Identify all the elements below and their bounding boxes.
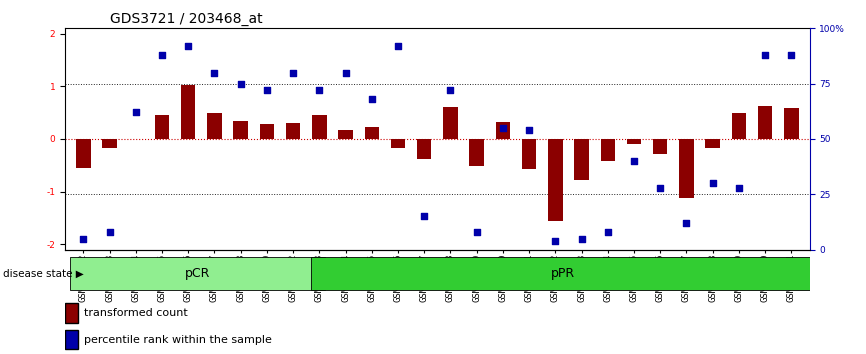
Text: pCR: pCR <box>184 267 210 280</box>
Bar <box>495 121 510 139</box>
Point <box>732 185 746 190</box>
Bar <box>391 139 405 148</box>
Point <box>417 213 431 219</box>
Point <box>627 158 641 164</box>
Bar <box>706 139 720 148</box>
Bar <box>286 123 301 139</box>
Point <box>496 125 510 131</box>
FancyBboxPatch shape <box>65 330 78 349</box>
Bar <box>76 139 91 168</box>
Point <box>548 238 562 244</box>
Text: disease state ▶: disease state ▶ <box>3 269 83 279</box>
FancyBboxPatch shape <box>65 303 78 323</box>
Point <box>680 220 694 226</box>
Bar <box>443 107 457 139</box>
Bar <box>207 113 222 139</box>
Point <box>260 87 274 93</box>
FancyBboxPatch shape <box>70 257 325 290</box>
Point <box>601 229 615 235</box>
Bar <box>627 139 641 144</box>
Text: GDS3721 / 203468_at: GDS3721 / 203468_at <box>110 12 262 26</box>
Bar <box>312 115 326 139</box>
Point <box>391 43 405 49</box>
Point <box>365 96 378 102</box>
Bar <box>679 139 694 198</box>
Bar <box>339 130 352 139</box>
Point <box>339 70 352 75</box>
Bar <box>181 85 196 139</box>
Point <box>76 236 90 241</box>
Point <box>653 185 667 190</box>
Point <box>785 52 798 58</box>
Point <box>469 229 483 235</box>
Bar <box>548 139 563 221</box>
Point <box>208 70 222 75</box>
Bar <box>365 127 379 139</box>
Point <box>313 87 326 93</box>
Text: transformed count: transformed count <box>83 308 187 318</box>
Bar <box>102 139 117 148</box>
Point <box>102 229 116 235</box>
Point <box>234 81 248 86</box>
Point <box>443 87 457 93</box>
Point <box>575 236 589 241</box>
Point <box>286 70 300 75</box>
Point <box>706 181 720 186</box>
Point <box>129 110 143 115</box>
Point <box>522 127 536 133</box>
Bar <box>653 139 668 154</box>
Bar <box>522 139 536 170</box>
FancyBboxPatch shape <box>312 257 815 290</box>
Text: percentile rank within the sample: percentile rank within the sample <box>83 335 271 346</box>
Bar <box>784 108 798 139</box>
Point <box>759 52 772 58</box>
Bar <box>155 115 169 139</box>
Bar <box>260 124 274 139</box>
Bar <box>601 139 615 161</box>
Text: pPR: pPR <box>551 267 575 280</box>
Bar <box>469 139 484 166</box>
Point <box>181 43 195 49</box>
Bar <box>234 120 248 139</box>
Bar <box>758 106 772 139</box>
Bar <box>732 113 746 139</box>
Bar <box>574 139 589 180</box>
Point <box>155 52 169 58</box>
Bar <box>417 139 431 159</box>
